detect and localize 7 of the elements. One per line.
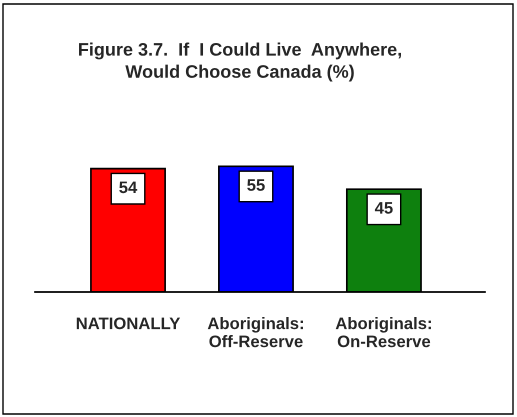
x-tick-label: NATIONALLY <box>76 317 180 330</box>
chart-title: Figure 3.7. If I Could Live Anywhere, Would Choose Canada (%) <box>79 42 401 82</box>
data-label: 55 <box>247 179 265 191</box>
x-tick-label: Aboriginals: Off-Reserve <box>208 317 303 348</box>
x-tick-label: Aboriginals: On-Reserve <box>336 317 431 348</box>
data-label: 54 <box>119 182 138 194</box>
data-label: 45 <box>374 202 393 214</box>
